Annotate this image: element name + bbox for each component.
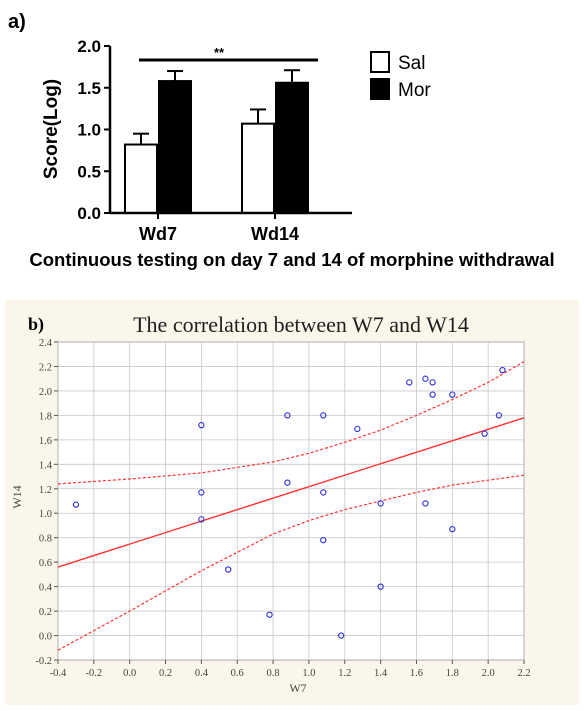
data-point xyxy=(429,391,436,398)
data-point xyxy=(338,632,345,639)
y-tick-label: 1.6 xyxy=(39,436,52,447)
y-tick-label: 0.0 xyxy=(39,632,52,643)
data-point xyxy=(320,489,327,496)
data-point xyxy=(354,425,361,432)
data-point xyxy=(449,391,456,398)
data-point xyxy=(72,501,80,508)
x-tick-label: -0.4 xyxy=(50,668,67,679)
panel-a-caption: Continuous testing on day 7 and 14 of mo… xyxy=(29,249,554,270)
legend: Sal Mor xyxy=(370,51,431,101)
y-axis-label-b: W14 xyxy=(10,485,24,508)
y-axis-label: Score(Log) xyxy=(41,79,62,179)
confidence-lower-line xyxy=(57,474,525,651)
bars xyxy=(124,69,309,214)
plot-area xyxy=(57,341,525,661)
x-tick-label: 0.0 xyxy=(123,668,136,679)
y-tick-label: 1.0 xyxy=(39,509,52,520)
data-point xyxy=(225,566,232,573)
y-tick-label: 1.8 xyxy=(39,411,52,422)
bar-sal-wd7 xyxy=(124,143,158,214)
axes xyxy=(108,46,352,215)
scatter-points xyxy=(72,366,506,639)
fit-line xyxy=(57,417,525,568)
y-tick-label: 0.5 xyxy=(77,162,101,181)
y-tick-label: 1.0 xyxy=(77,121,101,140)
y-tick-label: 1.5 xyxy=(77,79,101,98)
data-point xyxy=(449,525,456,533)
x-tick-label: 1.4 xyxy=(374,668,388,679)
x-tick-label: Wd7 xyxy=(139,224,177,244)
y-tick-label: 0.6 xyxy=(39,558,52,569)
panel-b: b) The correlation between W7 and W14 -0… xyxy=(5,300,579,705)
x-tick-label: Wd14 xyxy=(251,224,299,244)
data-point xyxy=(422,500,429,507)
bar-mor-wd7 xyxy=(158,80,192,214)
legend-label-mor: Mor xyxy=(398,80,431,101)
bar-sal-wd14 xyxy=(241,122,275,214)
y-tick-label: 1.2 xyxy=(39,485,52,496)
panel-b-label: b) xyxy=(28,314,44,335)
data-point xyxy=(377,583,384,590)
data-point xyxy=(198,489,205,496)
data-point xyxy=(481,430,488,437)
data-point xyxy=(429,379,436,386)
y-tick-label: -0.2 xyxy=(35,656,52,667)
data-point xyxy=(284,479,291,486)
regression-line xyxy=(57,417,525,568)
x-tick-label: 1.2 xyxy=(338,668,351,679)
x-axis-ticks: Wd7 Wd14 xyxy=(139,213,299,244)
x-axis-label: W7 xyxy=(289,681,306,695)
y-tick-label: 0.4 xyxy=(39,583,53,594)
y-tick-label: 2.0 xyxy=(39,387,52,398)
data-point xyxy=(320,412,327,419)
y-tick-label: 2.2 xyxy=(39,362,52,373)
significance-label: ** xyxy=(214,45,225,60)
panel-a-label: a) xyxy=(8,11,26,33)
scatter-title: The correlation between W7 and W14 xyxy=(133,312,469,337)
data-point xyxy=(266,611,273,618)
panel-a: a) Score(Log) 0.0 0.5 1.0 1.5 2.0 Wd7 Wd14 **… xyxy=(8,11,555,270)
data-point xyxy=(377,500,384,507)
confidence-band xyxy=(57,361,525,651)
x-tick-label: 2.2 xyxy=(517,668,530,679)
y-tick-label: 1.4 xyxy=(39,460,53,471)
x-tick-label: 0.8 xyxy=(267,668,280,679)
data-point xyxy=(198,516,205,523)
x-tick-label: 0.6 xyxy=(231,668,244,679)
x-tick-label: 2.0 xyxy=(482,668,495,679)
y-tick-label: 0.0 xyxy=(77,204,101,223)
y-tick-label: 2.0 xyxy=(77,37,101,56)
x-axis-ticks: -0.4 -0.2 0.0 0.2 0.4 0.6 0.8 1.0 1.2 1.4 1.6 1.8 2.… xyxy=(50,660,531,679)
legend-swatch-mor xyxy=(370,78,390,100)
x-tick-label: 1.0 xyxy=(302,668,315,679)
x-tick-label: -0.2 xyxy=(86,668,103,679)
legend-swatch-sal xyxy=(370,51,390,73)
y-tick-label: 0.2 xyxy=(39,607,52,618)
data-point xyxy=(320,536,327,544)
data-point xyxy=(422,375,429,382)
y-axis-ticks: -0.2 0.0 0.2 0.4 0.6 0.8 1.0 1.2 1.4 1.6 1.8 2.0 2.2… xyxy=(35,338,58,667)
data-point xyxy=(406,379,413,386)
x-tick-label: 0.2 xyxy=(159,668,172,679)
data-point xyxy=(499,366,506,374)
data-point xyxy=(198,422,205,429)
data-point xyxy=(284,412,291,419)
legend-label-sal: Sal xyxy=(398,53,425,74)
significance-marker: ** xyxy=(139,45,318,62)
y-tick-label: 0.8 xyxy=(39,534,52,545)
y-axis-ticks: 0.0 0.5 1.0 1.5 2.0 xyxy=(77,37,110,223)
data-point xyxy=(495,412,503,419)
x-tick-label: 1.8 xyxy=(446,668,459,679)
y-tick-label: 2.4 xyxy=(39,338,53,349)
x-tick-label: 1.6 xyxy=(410,668,423,679)
bar-mor-wd14 xyxy=(275,81,309,214)
confidence-upper-line xyxy=(57,361,525,485)
x-tick-label: 0.4 xyxy=(195,668,209,679)
